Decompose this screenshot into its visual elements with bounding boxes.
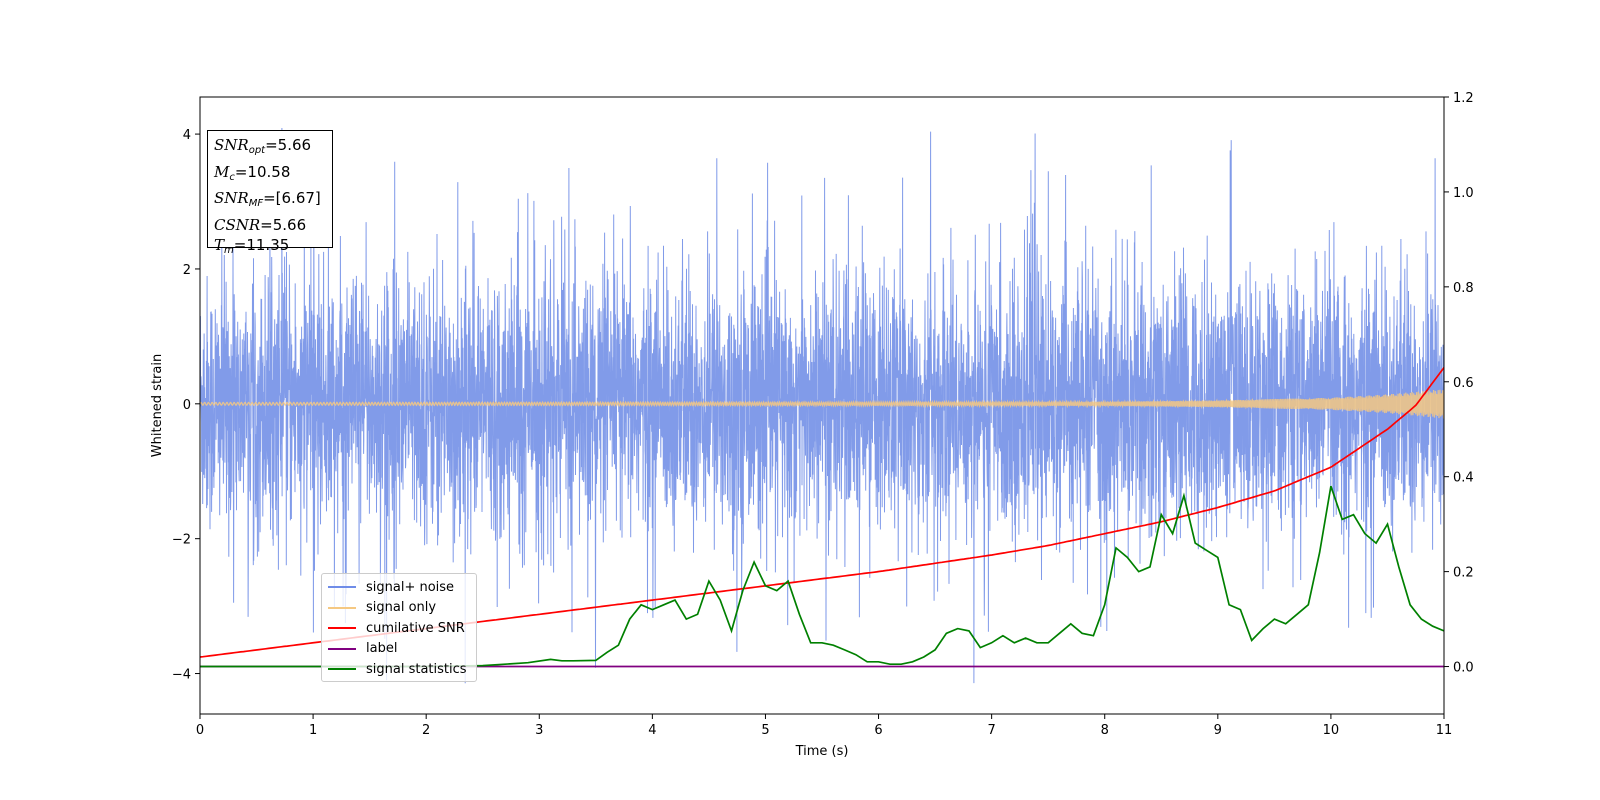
annotation-line-mc: Mc=10.58 xyxy=(214,162,291,183)
legend: signal+ noise signal only cumilative SNR… xyxy=(321,573,477,682)
legend-label: label xyxy=(366,641,398,657)
legend-swatch xyxy=(328,647,356,650)
annotation-line-snr-opt: SNRopt=5.66 xyxy=(214,136,312,156)
y2-tick-label: 1.2 xyxy=(1453,91,1474,106)
annotation-line-tm: Tm=11.35 xyxy=(214,236,290,256)
x-axis-label: Time (s) xyxy=(795,744,849,759)
series-signal-statistics xyxy=(200,485,1444,668)
legend-entry-cumulative-snr: cumilative SNR xyxy=(328,618,470,639)
y2-tick-label: 0.0 xyxy=(1453,661,1474,676)
x-tick-label: 8 xyxy=(1101,723,1109,738)
legend-entry-signal-statistics: signal statistics xyxy=(328,659,470,680)
plot-frame xyxy=(199,96,1445,715)
annotation-line-csnr: CSNR=5.66 xyxy=(214,215,307,234)
legend-swatch xyxy=(328,627,356,630)
legend-label: cumilative SNR xyxy=(366,620,465,636)
y-axis-label: Whitened strain xyxy=(150,354,165,457)
legend-entry-label: label xyxy=(328,639,470,660)
y2-tick-label: 0.6 xyxy=(1453,376,1474,391)
x-tick-label: 5 xyxy=(761,723,769,738)
legend-entry-signal-noise: signal+ noise xyxy=(328,577,470,598)
x-tick-label: 7 xyxy=(987,723,995,738)
x-tick-label: 10 xyxy=(1323,723,1340,738)
x-tick-label: 11 xyxy=(1436,723,1453,738)
y2-tick-label: 0.8 xyxy=(1453,281,1474,296)
x-tick-label: 4 xyxy=(648,723,656,738)
legend-label: signal only xyxy=(366,600,437,616)
legend-entry-signal-only: signal only xyxy=(328,598,470,619)
legend-swatch xyxy=(328,668,356,671)
annotation-line-snr-mf: SNRMF=[6.67] xyxy=(214,189,321,209)
x-tick-label: 6 xyxy=(874,723,882,738)
series-signal-only xyxy=(200,389,1444,419)
x-tick-label: 2 xyxy=(422,723,430,738)
x-tick-label: 1 xyxy=(309,723,317,738)
y2-tick-label: 0.4 xyxy=(1453,471,1474,486)
annotation-box: SNRopt=5.66 Mc=10.58 SNRMF=[6.67] CSNR=5… xyxy=(207,130,333,256)
legend-label: signal+ noise xyxy=(366,579,455,595)
y-tick-label: −4 xyxy=(172,668,191,683)
y-tick-label: 2 xyxy=(183,263,191,278)
y-tick-label: 4 xyxy=(183,128,191,143)
legend-swatch xyxy=(328,586,356,589)
legend-swatch xyxy=(328,606,356,609)
y-tick-label: −2 xyxy=(172,533,191,548)
y2-tick-label: 1.0 xyxy=(1453,186,1474,201)
x-tick-label: 9 xyxy=(1214,723,1222,738)
x-tick-label: 0 xyxy=(196,723,204,738)
y2-tick-label: 0.2 xyxy=(1453,566,1474,581)
axes: 0 1 2 3 4 5 6 7 8 9 10 11 −4 −2 0 2 4 0.0 0.2 0.4 0.6 0.8 1.0 1… xyxy=(150,91,1474,759)
y-tick-label: 0 xyxy=(183,398,191,413)
x-tick-label: 3 xyxy=(535,723,543,738)
legend-label: signal statistics xyxy=(366,661,467,677)
